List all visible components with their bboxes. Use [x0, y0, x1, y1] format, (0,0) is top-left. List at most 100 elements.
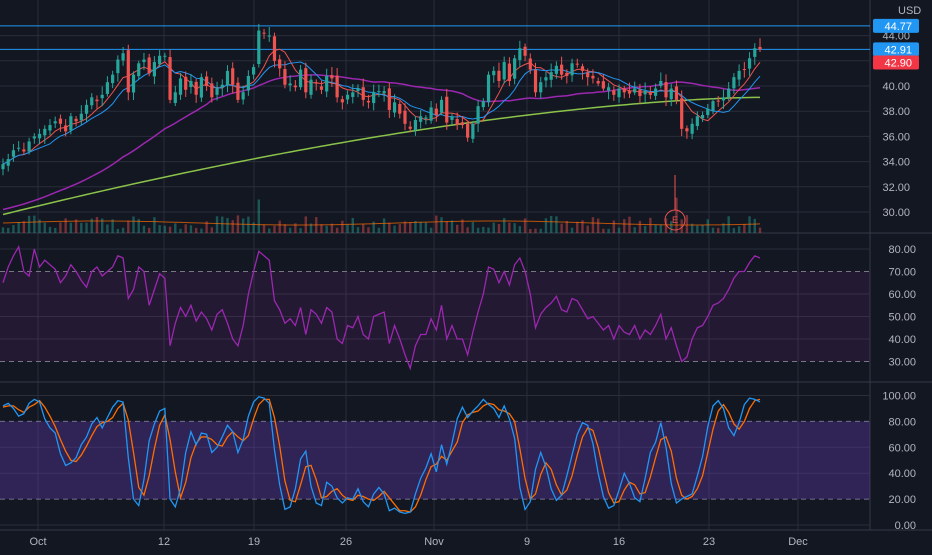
- candle-body[interactable]: [288, 83, 292, 86]
- candle-body[interactable]: [111, 74, 115, 84]
- candle-body[interactable]: [142, 59, 146, 63]
- candle-body[interactable]: [304, 68, 308, 93]
- candle-body[interactable]: [382, 91, 386, 94]
- candle-body[interactable]: [22, 149, 26, 152]
- candle-body[interactable]: [69, 116, 73, 131]
- candle-body[interactable]: [267, 35, 271, 37]
- candle-body[interactable]: [262, 32, 266, 34]
- candle-body[interactable]: [137, 63, 141, 77]
- candle-body[interactable]: [481, 101, 485, 108]
- candle-body[interactable]: [178, 78, 183, 95]
- candle-body[interactable]: [231, 68, 235, 85]
- candle-body[interactable]: [173, 92, 177, 104]
- candle-body[interactable]: [105, 82, 110, 94]
- candle-body[interactable]: [429, 107, 433, 121]
- candle-body[interactable]: [330, 75, 334, 79]
- candle-body[interactable]: [424, 117, 428, 119]
- candle-body[interactable]: [152, 62, 156, 77]
- candle-body[interactable]: [64, 125, 68, 132]
- candle-body[interactable]: [507, 63, 512, 81]
- candle-body[interactable]: [215, 88, 219, 95]
- candle-body[interactable]: [586, 72, 590, 78]
- candle-body[interactable]: [11, 150, 16, 157]
- candle-body[interactable]: [48, 125, 52, 131]
- candle-body[interactable]: [392, 102, 397, 113]
- candle-body[interactable]: [471, 123, 475, 139]
- candle-body[interactable]: [325, 75, 329, 92]
- candle-body[interactable]: [669, 88, 673, 100]
- candle-body[interactable]: [168, 57, 172, 100]
- candle-body[interactable]: [700, 114, 705, 119]
- candle-body[interactable]: [131, 74, 136, 93]
- candle-body[interactable]: [560, 64, 564, 75]
- candle-body[interactable]: [732, 77, 736, 89]
- candle-body[interactable]: [95, 99, 99, 102]
- candle-body[interactable]: [695, 116, 699, 127]
- earnings-marker[interactable]: E: [672, 215, 678, 225]
- candle-body[interactable]: [58, 118, 63, 124]
- candle-body[interactable]: [685, 128, 689, 132]
- candle-body[interactable]: [1, 164, 5, 170]
- candle-body[interactable]: [742, 69, 746, 71]
- candle-body[interactable]: [283, 69, 287, 85]
- candle-body[interactable]: [502, 62, 506, 80]
- candle-body[interactable]: [476, 106, 480, 124]
- candle-body[interactable]: [549, 72, 553, 80]
- candle-body[interactable]: [570, 63, 574, 76]
- candle-body[interactable]: [298, 69, 303, 88]
- candle-body[interactable]: [210, 83, 214, 98]
- candle-body[interactable]: [460, 122, 465, 126]
- candle-body[interactable]: [758, 46, 762, 50]
- candle-body[interactable]: [565, 72, 569, 76]
- candle-body[interactable]: [466, 123, 470, 138]
- candle-body[interactable]: [513, 58, 517, 79]
- candle-body[interactable]: [439, 99, 444, 113]
- candle-body[interactable]: [638, 89, 642, 97]
- candle-body[interactable]: [314, 82, 318, 84]
- candle-body[interactable]: [126, 50, 130, 93]
- candle-body[interactable]: [659, 80, 663, 86]
- candle-body[interactable]: [680, 98, 684, 129]
- candle-body[interactable]: [633, 88, 637, 93]
- candle-body[interactable]: [434, 108, 438, 115]
- candle-body[interactable]: [37, 133, 42, 139]
- candle-body[interactable]: [554, 65, 558, 74]
- candle-body[interactable]: [236, 82, 240, 100]
- candle-body[interactable]: [356, 88, 360, 91]
- candle-body[interactable]: [612, 90, 616, 95]
- candle-body[interactable]: [408, 126, 412, 129]
- candle-body[interactable]: [419, 116, 423, 122]
- candle-body[interactable]: [84, 104, 89, 114]
- candle-body[interactable]: [32, 136, 36, 139]
- candle-body[interactable]: [653, 88, 658, 96]
- candle-body[interactable]: [319, 86, 324, 90]
- candle-body[interactable]: [398, 103, 402, 114]
- candle-body[interactable]: [74, 118, 78, 122]
- candle-body[interactable]: [251, 67, 256, 75]
- candle-body[interactable]: [43, 128, 47, 136]
- candle-body[interactable]: [220, 84, 224, 88]
- candle-body[interactable]: [366, 100, 371, 103]
- candle-body[interactable]: [100, 94, 104, 99]
- candle-body[interactable]: [727, 88, 731, 98]
- candle-body[interactable]: [53, 121, 57, 124]
- candle-body[interactable]: [361, 87, 365, 100]
- candle-body[interactable]: [413, 120, 418, 131]
- candle-body[interactable]: [721, 97, 726, 101]
- candle-body[interactable]: [158, 55, 162, 65]
- candle-body[interactable]: [533, 69, 538, 93]
- candle-body[interactable]: [486, 74, 491, 103]
- candle-body[interactable]: [225, 70, 230, 86]
- candle-body[interactable]: [199, 77, 203, 98]
- candle-body[interactable]: [617, 88, 621, 98]
- candle-body[interactable]: [241, 92, 245, 100]
- candle-body[interactable]: [497, 70, 501, 81]
- candle-body[interactable]: [716, 100, 720, 102]
- candle-body[interactable]: [601, 81, 605, 89]
- candle-body[interactable]: [706, 108, 710, 116]
- candle-body[interactable]: [539, 82, 543, 93]
- candle-body[interactable]: [184, 76, 188, 90]
- candle-body[interactable]: [523, 46, 527, 56]
